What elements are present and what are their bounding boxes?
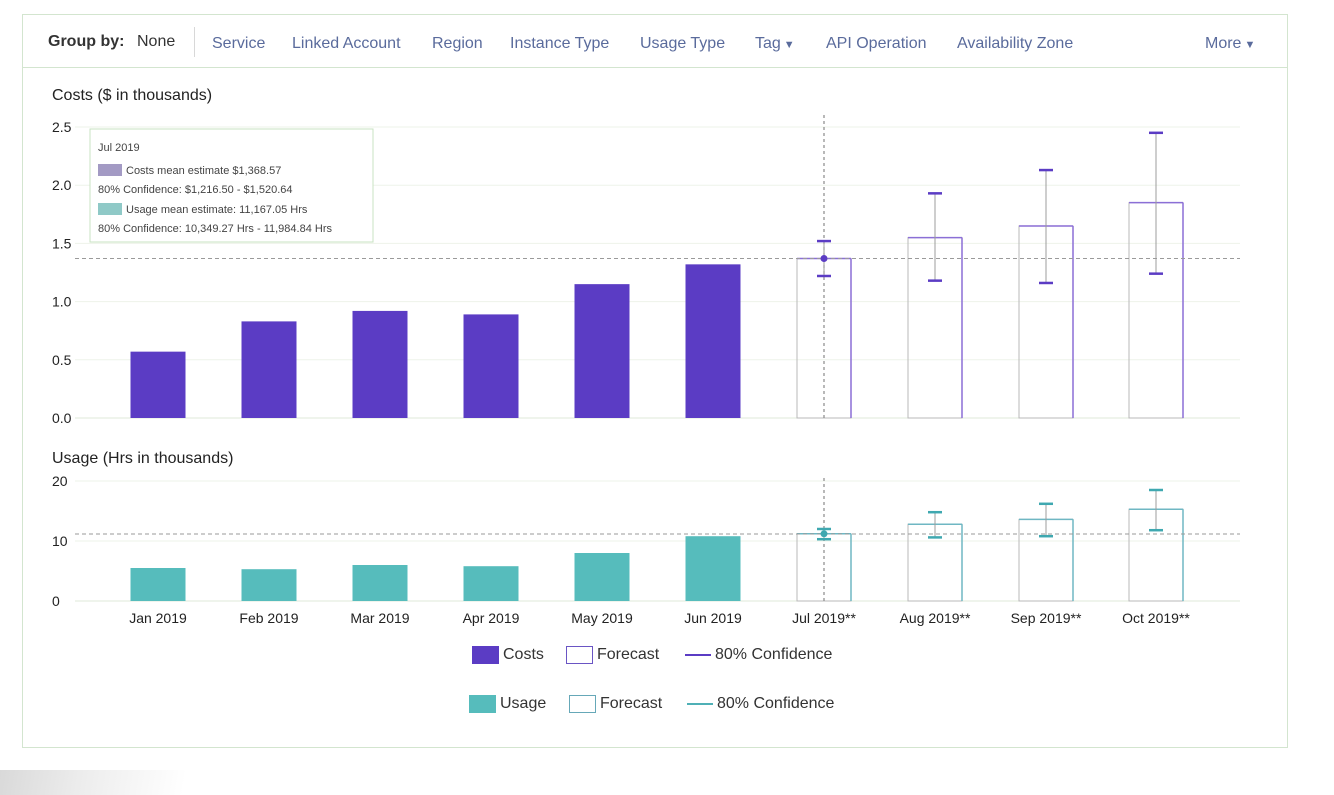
legend-usage-forecast[interactable]: Forecast (569, 695, 662, 713)
group-by-current-value[interactable]: None (137, 33, 176, 50)
group-by-divider (194, 27, 195, 57)
legend-costs-actual-label: Costs (503, 646, 544, 663)
tooltip-usage-confidence: 80% Confidence: 10,349.27 Hrs - 11,984.8… (98, 223, 332, 235)
group-by-api-operation[interactable]: API Operation (826, 35, 927, 52)
actual-bar (130, 568, 186, 601)
x-tick-label: Oct 2019** (1122, 610, 1190, 626)
x-tick-label: May 2019 (571, 610, 633, 626)
legend-usage-swatch (469, 695, 496, 713)
y-tick-label: 2.0 (52, 177, 72, 193)
hover-point (820, 530, 828, 538)
forecast-bar (796, 533, 852, 602)
y-tick-label: 0 (52, 593, 60, 609)
costs-legend: Costs Forecast 80% Confidence (0, 646, 1334, 670)
group-by-instance-type[interactable]: Instance Type (510, 35, 610, 52)
legend-usage-confidence-label: 80% Confidence (717, 695, 835, 712)
x-tick-label: Jun 2019 (684, 610, 742, 626)
tooltip-usage-estimate: Usage mean estimate: 11,167.05 Hrs (126, 204, 308, 216)
group-by-availability-zone[interactable]: Availability Zone (957, 35, 1074, 52)
costs-chart: Costs ($ in thousands) 0.0 0.5 1.0 1.5 2.0 2.5 (52, 87, 1240, 426)
legend-usage-forecast-swatch (569, 695, 596, 713)
y-tick-label: 1.5 (52, 235, 72, 251)
tooltip-usage-swatch (98, 203, 122, 215)
page-bottom-shadow (0, 770, 1334, 795)
y-tick-label: 0.5 (52, 352, 72, 368)
group-by-usage-type[interactable]: Usage Type (640, 35, 726, 52)
y-tick-label: 1.0 (52, 294, 72, 310)
x-tick-label: Sep 2019** (1011, 610, 1082, 626)
group-by-region[interactable]: Region (432, 35, 483, 52)
forecast-tooltip: Jul 2019 Costs mean estimate $1,368.57 8… (89, 128, 374, 243)
x-tick-label: Mar 2019 (350, 610, 409, 626)
hover-point (820, 255, 828, 263)
group-by-service[interactable]: Service (212, 35, 266, 52)
tooltip-costs-swatch (98, 164, 122, 176)
legend-usage-forecast-label: Forecast (600, 695, 663, 712)
legend-costs-actual[interactable]: Costs (472, 646, 544, 664)
group-by-label: Group by: (48, 33, 125, 50)
legend-usage-confidence[interactable]: 80% Confidence (687, 695, 834, 713)
x-axis-labels: Jan 2019 Feb 2019 Mar 2019 Apr 2019 May 2019… (129, 610, 1190, 626)
legend-usage-actual-label: Usage (500, 695, 547, 712)
y-tick-label: 20 (52, 473, 68, 489)
legend-costs-forecast-label: Forecast (597, 646, 660, 663)
x-tick-label: Aug 2019** (900, 610, 971, 626)
tag-caret-icon: ▼ (783, 39, 795, 51)
actual-bar (685, 264, 741, 418)
actual-bar (685, 536, 741, 601)
legend-costs-confidence-label: 80% Confidence (715, 646, 833, 663)
x-tick-label: Apr 2019 (463, 610, 520, 626)
group-by-more-label: More (1205, 35, 1242, 52)
x-tick-label: Jul 2019** (792, 610, 856, 626)
actual-bar (574, 284, 630, 418)
actual-bar (352, 310, 408, 418)
chart-title: Costs ($ in thousands) (52, 87, 212, 104)
legend-usage-confidence-line (687, 703, 713, 705)
actual-bar (352, 565, 408, 601)
actual-bar (463, 566, 519, 601)
legend-costs-forecast-swatch (566, 646, 593, 664)
legend-costs-forecast[interactable]: Forecast (566, 646, 659, 664)
tooltip-box (89, 128, 374, 243)
y-tick-label: 0.0 (52, 410, 72, 426)
actual-bar (241, 321, 297, 418)
legend-costs-confidence[interactable]: 80% Confidence (685, 646, 832, 664)
y-tick-label: 2.5 (52, 119, 72, 135)
usage-chart: Usage (Hrs in thousands) 0 10 20 (52, 450, 1240, 609)
tooltip-costs-confidence: 80% Confidence: $1,216.50 - $1,520.64 (98, 184, 292, 196)
legend-usage-actual[interactable]: Usage (469, 695, 546, 713)
actual-bar (241, 569, 297, 601)
actual-bar (574, 553, 630, 601)
actual-bar (463, 314, 519, 418)
group-by-tag-label: Tag (755, 35, 781, 52)
x-tick-label: Feb 2019 (239, 610, 298, 626)
group-by-bar: Group by: None Service Linked Account Re… (23, 15, 1287, 68)
group-by-more[interactable]: More ▼ (1205, 35, 1255, 53)
usage-legend: Usage Forecast 80% Confidence (0, 695, 1334, 719)
y-tick-label: 10 (52, 533, 68, 549)
chart-title: Usage (Hrs in thousands) (52, 450, 233, 467)
tooltip-title: Jul 2019 (98, 142, 140, 154)
more-caret-icon: ▼ (1244, 39, 1256, 51)
actual-bar (130, 351, 186, 418)
legend-costs-confidence-line (685, 654, 711, 656)
legend-costs-swatch (472, 646, 499, 664)
group-by-linked-account[interactable]: Linked Account (292, 35, 401, 52)
tooltip-costs-estimate: Costs mean estimate $1,368.57 (126, 165, 281, 177)
group-by-tag[interactable]: Tag ▼ (755, 35, 795, 53)
x-tick-label: Jan 2019 (129, 610, 187, 626)
